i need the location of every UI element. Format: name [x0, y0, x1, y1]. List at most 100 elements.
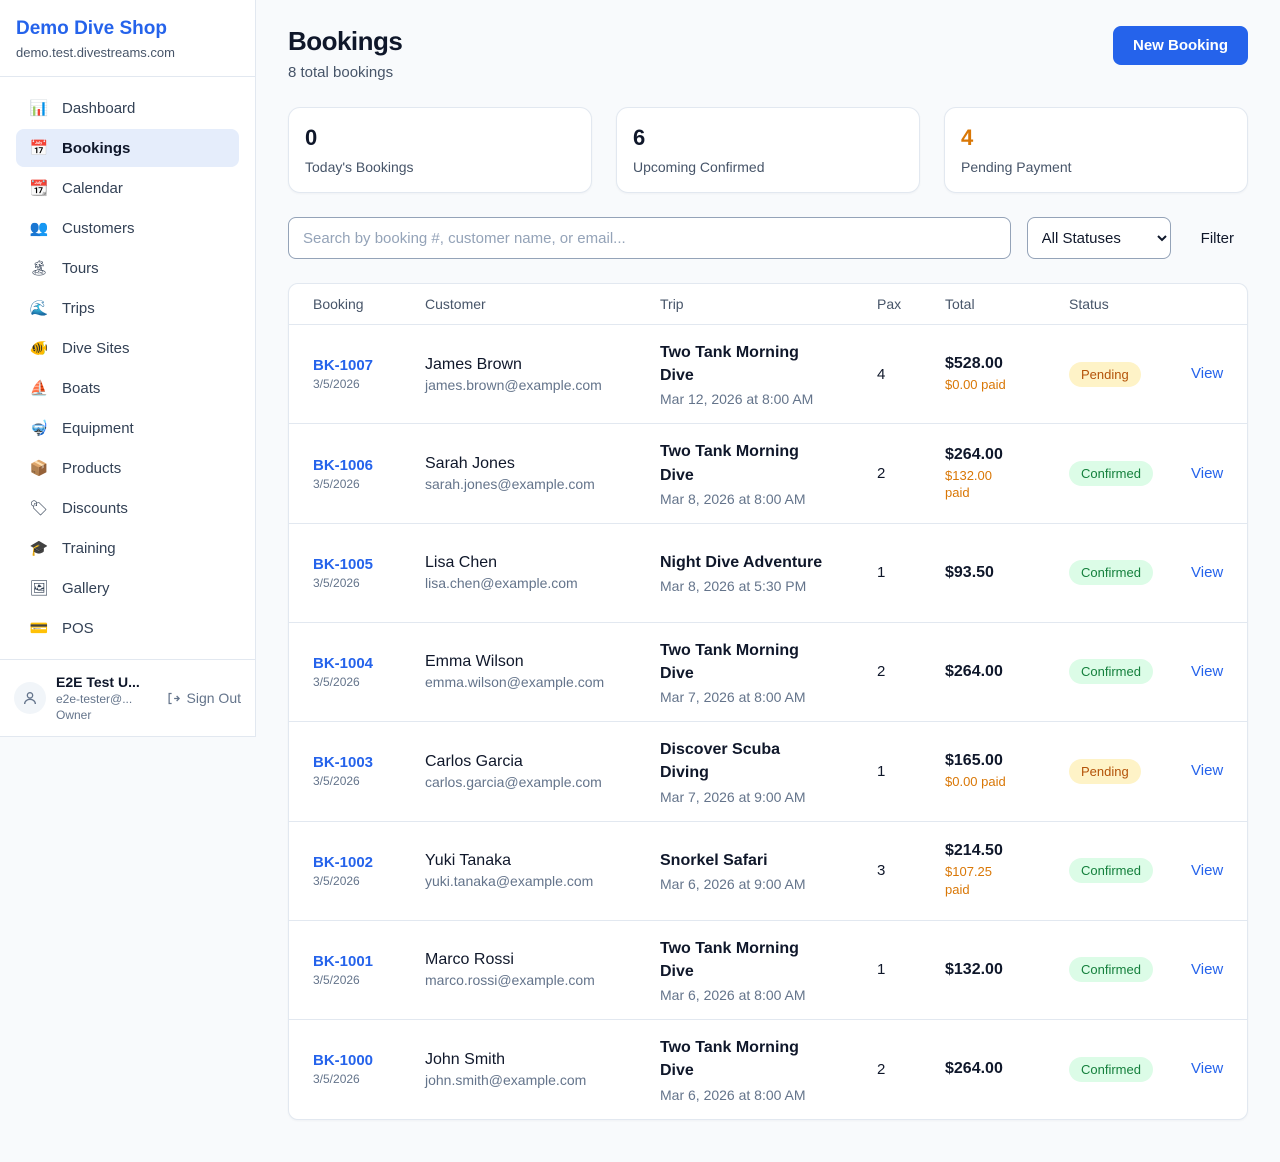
stat-value: 6 [633, 125, 646, 150]
customer-cell: Sarah Jones sarah.jones@example.com [425, 455, 660, 492]
sidebar-nav: 📊 Dashboard 📅 Bookings 📆 Calendar 👥 Cust… [0, 77, 255, 659]
customer-email: lisa.chen@example.com [425, 575, 578, 592]
status-cell: Confirmed [1069, 560, 1191, 586]
status-badge: Confirmed [1069, 461, 1153, 487]
status-badge: Confirmed [1069, 659, 1153, 685]
view-link[interactable]: View [1191, 960, 1224, 978]
sidebar-item-products[interactable]: 📦 Products [16, 449, 239, 487]
customers-icon: 👥 [29, 220, 49, 237]
sidebar-item-bookings[interactable]: 📅 Bookings [16, 129, 239, 167]
trip-name: Two Tank Morning Dive [660, 641, 799, 682]
customer-name: James Brown [425, 355, 522, 373]
training-icon: 🎓 [29, 540, 49, 557]
booking-id-link[interactable]: BK-1000 [313, 1052, 374, 1070]
sidebar-item-label: Training [62, 539, 116, 557]
customer-cell: Marco Rossi marco.rossi@example.com [425, 951, 660, 988]
view-link[interactable]: View [1191, 861, 1224, 879]
status-badge: Confirmed [1069, 560, 1153, 586]
booking-id-link[interactable]: BK-1007 [313, 357, 374, 375]
filter-row: All Statuses Filter [288, 217, 1248, 259]
sidebar-item-boats[interactable]: ⛵ Boats [16, 369, 239, 407]
trip-name: Two Tank Morning Dive [660, 344, 799, 385]
column-header-booking: Booking [313, 296, 364, 312]
table-row: BK-1007 3/5/2026 James Brown james.brown… [289, 325, 1247, 425]
dive-sites-icon: 🐠 [29, 340, 49, 357]
sign-out-label: Sign Out [186, 690, 241, 706]
view-cell: View [1191, 1060, 1223, 1078]
view-link[interactable]: View [1191, 662, 1224, 680]
status-cell: Pending [1069, 758, 1191, 784]
status-filter-select[interactable]: All Statuses [1026, 217, 1171, 259]
trip-time: Mar 6, 2026 at 8:00 AM [660, 1086, 806, 1103]
customer-email: yuki.tanaka@example.com [425, 873, 594, 889]
booking-cell: BK-1007 3/5/2026 [313, 357, 425, 391]
view-cell: View [1191, 961, 1223, 979]
total-bookings-count: 8 total bookings [288, 64, 394, 81]
total-amount: $165.00 [945, 752, 1003, 770]
sidebar-item-equipment[interactable]: 🤿 Equipment [16, 409, 239, 447]
search-input[interactable] [288, 217, 1011, 259]
customer-email: carlos.garcia@example.com [425, 773, 602, 790]
booking-cell: BK-1005 3/5/2026 [313, 556, 425, 590]
trip-cell: Two Tank Morning Dive Mar 6, 2026 at 8:0… [660, 937, 877, 1003]
booking-id-link[interactable]: BK-1001 [313, 952, 374, 970]
paid-amount: $0.00 paid [945, 774, 1006, 790]
sidebar-item-gallery[interactable]: 🖼 Gallery [16, 569, 239, 607]
filter-button[interactable]: Filter [1187, 230, 1248, 247]
sidebar-item-label: Products [62, 459, 122, 477]
sign-out-button[interactable]: Sign Out [166, 690, 241, 706]
view-link[interactable]: View [1191, 563, 1224, 581]
table-row: BK-1005 3/5/2026 Lisa Chen lisa.chen@exa… [289, 524, 1247, 623]
stat-card: 4 Pending Payment [944, 107, 1248, 193]
sidebar-item-pos[interactable]: 💳 POS [16, 609, 239, 647]
booking-id-link[interactable]: BK-1004 [313, 654, 374, 672]
sidebar-item-customers[interactable]: 👥 Customers [16, 209, 239, 247]
booking-date: 3/5/2026 [313, 774, 360, 789]
status-badge: Confirmed [1069, 957, 1153, 983]
view-link[interactable]: View [1191, 1060, 1224, 1078]
sidebar-item-label: Equipment [62, 419, 134, 437]
user-icon [24, 692, 36, 705]
user-email: e2e-tester@... [56, 692, 133, 706]
total-cell: $214.50 $107.25 paid [945, 842, 1069, 898]
stat-label: Pending Payment [961, 159, 1072, 175]
booking-id-link[interactable]: BK-1005 [313, 555, 374, 573]
sidebar-item-tours[interactable]: 🏝 Tours [16, 249, 239, 287]
products-icon: 📦 [29, 460, 49, 477]
sidebar-item-dive-sites[interactable]: 🐠 Dive Sites [16, 329, 239, 367]
sidebar-item-trips[interactable]: 🌊 Trips [16, 289, 239, 327]
dashboard-icon: 📊 [29, 100, 49, 117]
boats-icon: ⛵ [29, 380, 49, 397]
customer-name: Emma Wilson [425, 653, 524, 671]
total-cell: $528.00 $0.00 paid [945, 355, 1069, 394]
table-row: BK-1006 3/5/2026 Sarah Jones sarah.jones… [289, 424, 1247, 524]
tours-icon: 🏝 [29, 260, 49, 277]
paid-amount: $107.25 paid [945, 864, 992, 897]
pax-count: 3 [877, 862, 886, 879]
view-cell: View [1191, 564, 1223, 582]
sidebar-item-label: POS [62, 619, 94, 637]
sidebar-item-training[interactable]: 🎓 Training [16, 529, 239, 567]
view-link[interactable]: View [1191, 464, 1224, 482]
sidebar-item-calendar[interactable]: 📆 Calendar [16, 169, 239, 207]
sidebar-item-label: Customers [62, 219, 135, 237]
stat-label: Today's Bookings [305, 159, 414, 175]
booking-id-link[interactable]: BK-1003 [313, 754, 374, 772]
customer-name: Marco Rossi [425, 951, 514, 969]
view-link[interactable]: View [1191, 365, 1224, 383]
brand-subtitle: demo.test.divestreams.com [16, 45, 175, 60]
sidebar-item-label: Dive Sites [62, 339, 130, 357]
view-link[interactable]: View [1191, 762, 1224, 780]
booking-id-link[interactable]: BK-1002 [313, 853, 374, 871]
view-cell: View [1191, 862, 1223, 880]
column-header-customer: Customer [425, 296, 486, 312]
column-header-total: Total [945, 296, 975, 312]
total-amount: $214.50 [945, 842, 1003, 860]
trip-cell: Two Tank Morning Dive Mar 8, 2026 at 8:0… [660, 440, 877, 506]
booking-id-link[interactable]: BK-1006 [313, 456, 374, 474]
sidebar-item-discounts[interactable]: 🏷 Discounts [16, 489, 239, 527]
sidebar-item-dashboard[interactable]: 📊 Dashboard [16, 89, 239, 127]
new-booking-button[interactable]: New Booking [1112, 26, 1248, 65]
sign-out-icon [168, 692, 180, 704]
table-row: BK-1004 3/5/2026 Emma Wilson emma.wilson… [289, 623, 1247, 723]
